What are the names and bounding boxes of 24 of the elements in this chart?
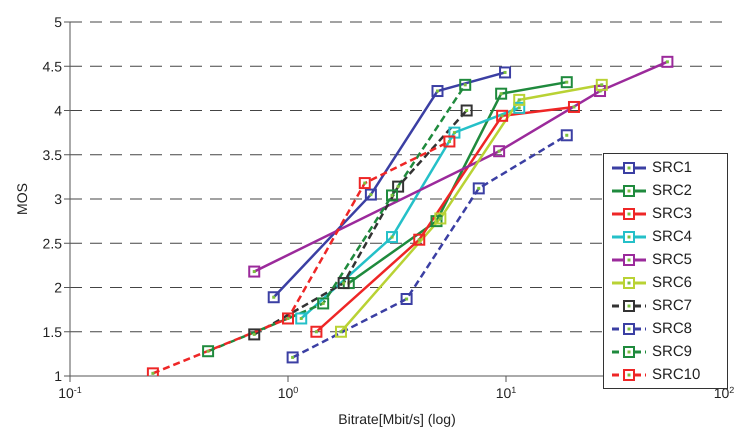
y-tick-label: 5 [54, 14, 62, 30]
y-axis-title: MOS [14, 183, 30, 215]
x-tick-label: 10$^{0}$ [278, 385, 298, 401]
y-tick-label: 3 [54, 191, 62, 207]
y-tick-label: 2 [54, 280, 62, 296]
y-tick-label: 1.5 [42, 324, 62, 340]
legend-label: SRC5 [652, 251, 692, 268]
x-axis-title: Bitrate[Mbit/s] (log) [338, 411, 456, 427]
legend-label: SRC7 [652, 297, 692, 314]
y-tick-label: 4.5 [42, 58, 62, 74]
legend-label: SRC1 [652, 159, 692, 176]
legend-label: SRC6 [652, 274, 692, 291]
legend-label: SRC4 [652, 228, 692, 245]
legend-label: SRC2 [652, 182, 692, 199]
legend-label: SRC9 [652, 343, 692, 360]
legend-label: SRC3 [652, 205, 692, 222]
x-tick-label: 10$^{-1}$ [58, 385, 82, 401]
y-tick-label: 2.5 [42, 235, 62, 252]
y-tick-label: 3.5 [42, 146, 62, 163]
x-tick-label: 10$^{1}$ [496, 385, 516, 401]
y-tick-label: 4 [54, 102, 62, 118]
legend-label: SRC10 [652, 366, 700, 383]
legend-label: SRC8 [652, 320, 692, 337]
y-tick-label: 1 [54, 368, 62, 384]
